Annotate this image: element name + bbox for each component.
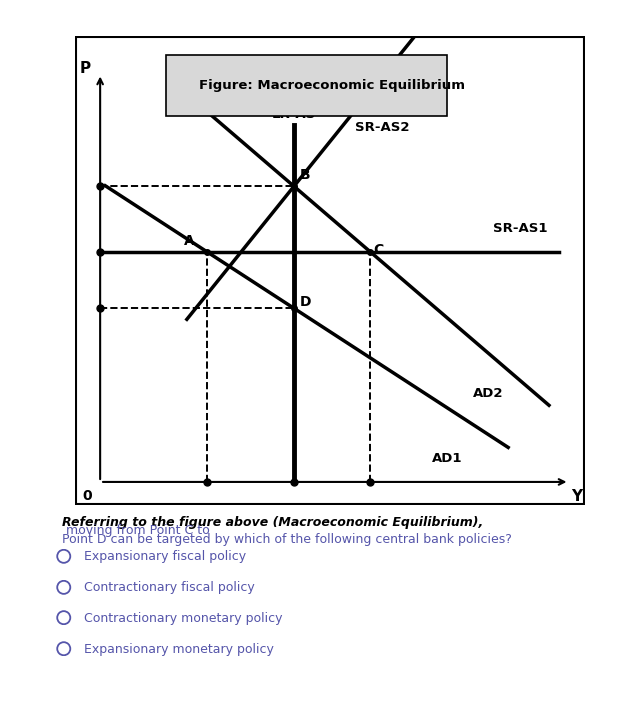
Text: Y: Y bbox=[572, 489, 583, 503]
Text: AD2: AD2 bbox=[473, 388, 503, 401]
Text: LR-AS: LR-AS bbox=[272, 108, 316, 121]
Text: SR-AS1: SR-AS1 bbox=[493, 222, 547, 235]
Text: Expansionary fiscal policy: Expansionary fiscal policy bbox=[84, 550, 246, 563]
Text: Referring to the figure above (Macroeconomic Equilibrium),: Referring to the figure above (Macroecon… bbox=[62, 516, 483, 529]
Text: P: P bbox=[79, 61, 90, 77]
Text: B: B bbox=[300, 168, 311, 182]
Text: SR-AS2: SR-AS2 bbox=[355, 121, 410, 134]
Text: Point D can be targeted by which of the following central bank policies?: Point D can be targeted by which of the … bbox=[62, 533, 512, 546]
Text: AD1: AD1 bbox=[432, 451, 462, 464]
Text: Contractionary monetary policy: Contractionary monetary policy bbox=[84, 612, 282, 625]
Text: Expansionary monetary policy: Expansionary monetary policy bbox=[84, 643, 274, 656]
Text: Contractionary fiscal policy: Contractionary fiscal policy bbox=[84, 581, 255, 594]
Text: moving from Point C to: moving from Point C to bbox=[62, 524, 210, 537]
Text: C: C bbox=[373, 243, 383, 257]
Bar bbox=[167, 55, 447, 116]
Text: D: D bbox=[300, 295, 312, 309]
Text: A: A bbox=[184, 234, 195, 248]
Text: 0: 0 bbox=[83, 489, 92, 503]
Text: Figure: Macroeconomic Equilibrium: Figure: Macroeconomic Equilibrium bbox=[199, 79, 465, 92]
